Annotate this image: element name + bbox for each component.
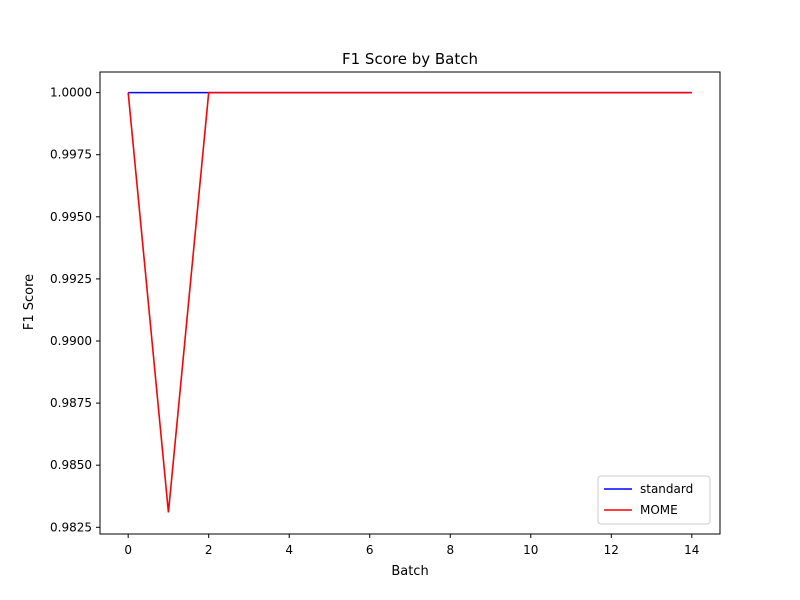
legend-label-standard: standard xyxy=(640,482,693,496)
x-tick-label: 14 xyxy=(684,543,699,557)
y-tick-label: 0.9900 xyxy=(50,334,92,348)
series-line-mome xyxy=(127,91,692,513)
y-tick-label: 1.0000 xyxy=(50,86,92,100)
plot-area: 0 2 4 6 8 10 12 14 0.9825 0.9850 0.9875 0.9900 0.992… xyxy=(50,71,721,557)
y-tick-label: 0.9850 xyxy=(50,458,92,472)
y-tick-label: 0.9950 xyxy=(50,210,92,224)
chart-title: F1 Score by Batch xyxy=(342,50,478,68)
x-tick-label: 0 xyxy=(124,543,132,557)
x-tick-label: 6 xyxy=(366,543,374,557)
x-tick-label: 4 xyxy=(285,543,293,557)
legend-box xyxy=(597,475,711,525)
x-tick-label: 2 xyxy=(205,543,213,557)
x-tick-label: 12 xyxy=(604,543,619,557)
x-axis-label: Batch xyxy=(391,564,428,579)
y-tick-label: 0.9925 xyxy=(50,272,92,286)
legend-label-mome: MOME xyxy=(640,503,678,517)
y-axis-label: F1 Score xyxy=(22,274,37,330)
x-tick-label: 10 xyxy=(523,543,538,557)
y-tick-label: 0.9825 xyxy=(50,520,92,534)
x-tick-label: 8 xyxy=(446,543,454,557)
plot-frame xyxy=(99,71,721,535)
y-tick-label: 0.9975 xyxy=(50,148,92,162)
y-tick-label: 0.9875 xyxy=(50,396,92,410)
